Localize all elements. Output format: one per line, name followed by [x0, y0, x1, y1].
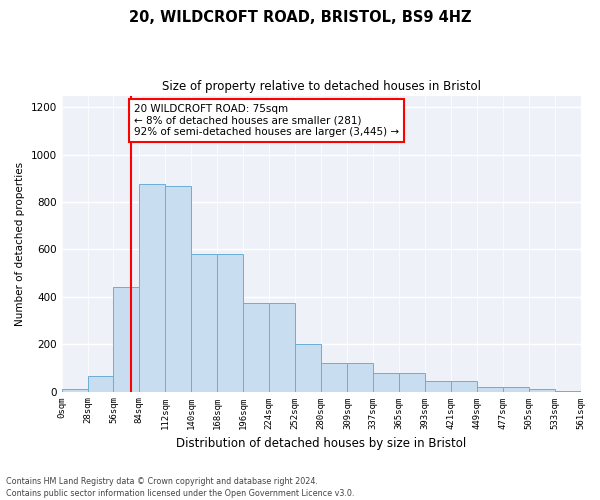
Bar — [451, 381, 477, 392]
Y-axis label: Number of detached properties: Number of detached properties — [15, 162, 25, 326]
Bar — [113, 288, 139, 392]
Bar — [139, 184, 165, 392]
Text: Contains HM Land Registry data © Crown copyright and database right 2024.
Contai: Contains HM Land Registry data © Crown c… — [6, 476, 355, 498]
Text: 20, WILDCROFT ROAD, BRISTOL, BS9 4HZ: 20, WILDCROFT ROAD, BRISTOL, BS9 4HZ — [129, 10, 471, 25]
X-axis label: Distribution of detached houses by size in Bristol: Distribution of detached houses by size … — [176, 437, 466, 450]
Bar — [295, 344, 320, 392]
Bar — [347, 363, 373, 392]
Bar — [62, 389, 88, 392]
Bar — [243, 303, 269, 392]
Bar — [503, 387, 529, 392]
Bar — [165, 186, 191, 392]
Title: Size of property relative to detached houses in Bristol: Size of property relative to detached ho… — [161, 80, 481, 93]
Bar — [425, 381, 451, 392]
Text: 20 WILDCROFT ROAD: 75sqm
← 8% of detached houses are smaller (281)
92% of semi-d: 20 WILDCROFT ROAD: 75sqm ← 8% of detache… — [134, 104, 399, 137]
Bar — [373, 372, 399, 392]
Bar — [269, 303, 295, 392]
Bar — [217, 254, 243, 392]
Bar — [88, 376, 113, 392]
Bar — [477, 387, 503, 392]
Bar — [399, 372, 425, 392]
Bar — [191, 254, 217, 392]
Bar — [529, 388, 554, 392]
Bar — [320, 363, 347, 392]
